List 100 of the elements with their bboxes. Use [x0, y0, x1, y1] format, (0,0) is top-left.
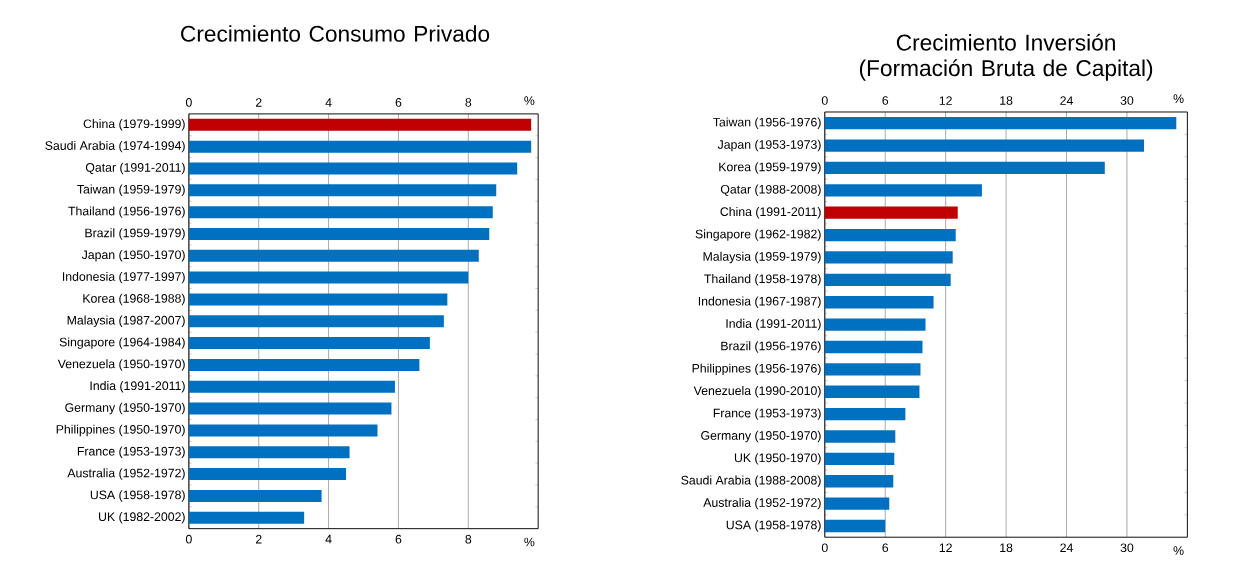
bar [188, 402, 392, 415]
bar [824, 520, 886, 533]
x2-axis-title: % [1173, 94, 1184, 104]
y-tick-label: Japan (1950-1970) [81, 250, 185, 262]
y-tick-label: UK (1982-2002) [99, 512, 185, 524]
bar [188, 511, 305, 524]
x2-tick-label: 8 [465, 98, 472, 107]
y-tick-label: Indonesia (1967-1987) [698, 296, 821, 309]
y-tick-label: Malaysia (1959-1979) [703, 251, 821, 264]
x2-tick-label: 6 [882, 96, 889, 106]
y-tick-label: India (1991-2011) [726, 319, 821, 331]
bar [188, 184, 497, 197]
y-tick-label: Australia (1952-1972) [67, 468, 185, 481]
x-tick-label: 18 [1000, 543, 1013, 553]
y-tick-label: China (1991-2011) [720, 207, 821, 219]
bar [824, 341, 923, 354]
bar [188, 468, 347, 481]
y-tick-label: Japan (1953-1973) [717, 140, 821, 152]
x2-tick-label: 24 [1060, 96, 1073, 106]
bar [824, 497, 890, 510]
x-tick-label: 4 [325, 535, 332, 544]
y-tick-label: Korea (1959-1979) [719, 162, 821, 174]
y-tick-label: Taiwan (1956-1976) [713, 117, 821, 130]
y-tick-label: Germany (1950-1970) [701, 430, 821, 443]
y-tick-label: Singapore (1962-1982) [695, 229, 821, 241]
y-tick-label: USA (1958-1978) [90, 490, 185, 502]
y-tick-label: India (1991-2011) [90, 381, 185, 393]
y-tick-label: Venezuela (1990-2010) [693, 386, 821, 398]
y-tick-label: Saudi Arabia (1974-1994) [45, 141, 185, 153]
x2-tick-label: 4 [325, 98, 332, 107]
x-tick-label: 6 [882, 543, 889, 553]
bar [824, 475, 894, 488]
x-tick-label: 30 [1120, 543, 1134, 553]
x-axis-title: % [524, 537, 535, 547]
bar [824, 184, 982, 197]
bar [188, 228, 490, 241]
y-tick-label: UK (1950-1970) [734, 453, 821, 465]
y-tick-label: Qatar (1991-2011) [85, 162, 185, 175]
bar [824, 139, 1145, 152]
chart-title: Crecimiento Consumo Privado [181, 25, 490, 43]
y-tick-label: USA (1958-1978) [726, 520, 821, 532]
y-tick-label: Saudi Arabia (1988-2008) [681, 475, 821, 488]
x-axis-title: % [1173, 546, 1184, 556]
bar [824, 206, 958, 220]
bar [824, 430, 896, 443]
x2-tick-label: 2 [255, 98, 262, 107]
bar [188, 118, 532, 131]
x2-tick-label: 0 [821, 96, 828, 106]
bar [188, 446, 350, 459]
bar [188, 359, 420, 372]
x2-tick-label: 6 [395, 98, 402, 107]
y-tick-label: Indonesia (1977-1997) [62, 272, 185, 284]
x2-tick-label: 30 [1120, 96, 1134, 106]
bar [188, 140, 532, 153]
x-tick-label: 0 [821, 543, 828, 553]
bar [824, 117, 1177, 130]
y-tick-label: Germany (1950-1970) [65, 403, 185, 415]
y-tick-label: France (1953-1973) [77, 446, 185, 459]
bar [824, 318, 926, 331]
bar [824, 161, 1105, 175]
y-tick-label: Korea (1968-1988) [83, 293, 185, 306]
x-tick-label: 8 [465, 535, 472, 544]
bar [824, 385, 920, 399]
bar [824, 251, 953, 264]
y-tick-label: Qatar (1988-2008) [720, 184, 821, 197]
y-tick-label: Brazil (1956-1976) [721, 341, 821, 353]
x2-axis-title: % [524, 96, 535, 106]
bar [824, 363, 921, 376]
y-tick-label: France (1953-1973) [713, 408, 821, 421]
bar [188, 380, 395, 393]
x-tick-label: 0 [185, 535, 192, 544]
bar [188, 162, 518, 175]
bar [188, 206, 493, 219]
bar [824, 296, 934, 309]
x2-tick-label: 12 [939, 96, 952, 106]
y-tick-label: Singapore (1964-1984) [59, 337, 185, 350]
x-tick-label: 12 [939, 543, 952, 553]
y-tick-label: Thailand (1956-1976) [68, 206, 185, 219]
bar [824, 452, 895, 466]
y-tick-label: Venezuela (1950-1970) [57, 359, 185, 371]
y-tick-label: Philippines (1956-1976) [692, 363, 821, 376]
y-tick-label: Taiwan (1959-1979) [77, 184, 185, 197]
bar [824, 273, 951, 287]
bar [188, 315, 444, 328]
bar [824, 229, 956, 242]
bar [188, 424, 378, 437]
bar [188, 271, 469, 284]
x-tick-label: 6 [395, 535, 402, 544]
x2-tick-label: 0 [185, 98, 192, 107]
y-tick-label: Australia (1952-1972) [703, 498, 821, 510]
bar [188, 249, 479, 262]
x-tick-label: 2 [255, 535, 262, 544]
chart-title: Crecimiento Inversión (Formación Bruta de Capital) [859, 33, 1153, 81]
bar [188, 490, 322, 503]
y-tick-label: Thailand (1958-1978) [704, 274, 821, 286]
bar [824, 408, 906, 421]
bar [188, 293, 448, 306]
y-tick-label: Malaysia (1987-2007) [67, 315, 185, 328]
y-tick-label: Brazil (1959-1979) [85, 228, 185, 240]
x-tick-label: 24 [1060, 543, 1073, 553]
